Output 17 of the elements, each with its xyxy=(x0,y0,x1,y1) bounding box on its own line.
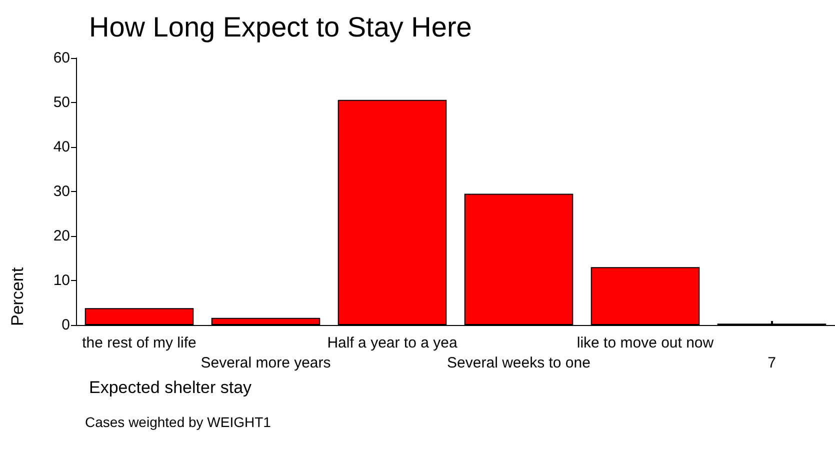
x-tick-label: 7 xyxy=(768,354,776,372)
x-tick-label: Several weeks to one xyxy=(447,354,590,372)
x-tick-label: Half a year to a yea xyxy=(327,334,458,352)
y-tick-label: 40 xyxy=(53,138,70,156)
x-tick-label: Several more years xyxy=(200,354,331,372)
chart-title: How Long Expect to Stay Here xyxy=(89,12,472,42)
y-tick-label: 20 xyxy=(53,228,70,244)
y-tick-label: 60 xyxy=(53,50,70,66)
text: Cases weighted by WEIGHT1 xyxy=(85,414,272,430)
x-tick-label: the rest of my life xyxy=(82,334,196,352)
y-tick-label: 50 xyxy=(53,94,70,111)
x-axis-title: Expected shelter stay xyxy=(89,378,252,397)
y-tick-label: 10 xyxy=(53,272,70,289)
x-tick-label: like to move out now xyxy=(576,334,714,352)
y-axis-title: Percent xyxy=(8,267,27,326)
y-tick-label: 0 xyxy=(62,316,70,334)
y-tick-label: 30 xyxy=(53,183,70,200)
